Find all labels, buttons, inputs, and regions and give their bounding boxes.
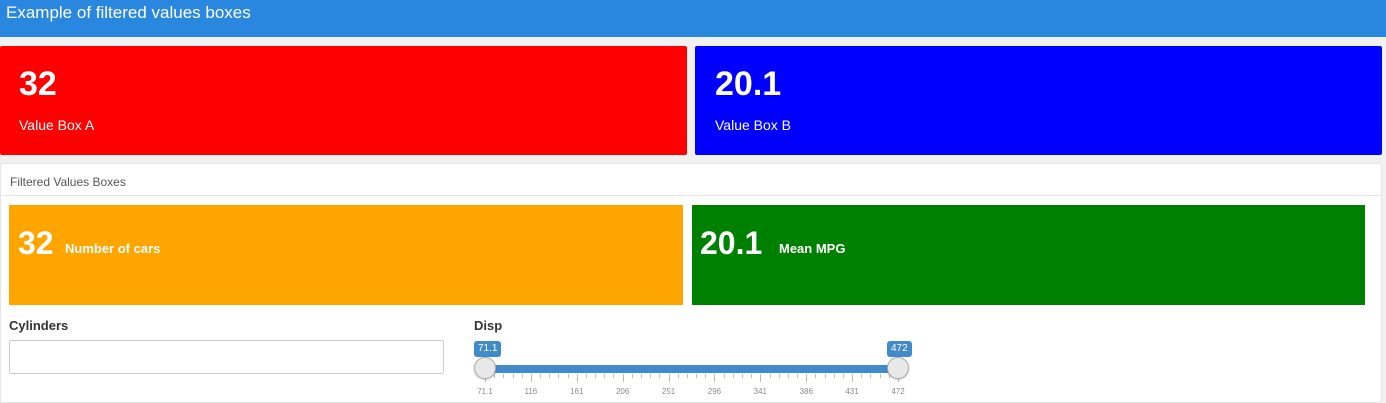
tick-label: 161 bbox=[570, 387, 584, 396]
tick-major bbox=[576, 374, 578, 382]
tick-minor bbox=[503, 374, 505, 378]
tick-minor bbox=[879, 374, 881, 378]
tick-minor bbox=[732, 374, 734, 378]
tick-minor bbox=[549, 374, 551, 378]
tick-major bbox=[760, 374, 762, 382]
tick-minor bbox=[870, 374, 872, 378]
filtered-panel: Filtered Values Boxes 32 Number of cars … bbox=[0, 163, 1382, 403]
tick-minor bbox=[705, 374, 707, 378]
tick-minor bbox=[833, 374, 835, 378]
tick-minor bbox=[558, 374, 560, 378]
tick-minor bbox=[494, 374, 496, 378]
tick-minor bbox=[650, 374, 652, 378]
tick-minor bbox=[540, 374, 542, 378]
number-of-cars-box: 32 Number of cars bbox=[9, 205, 683, 305]
tick-label: 116 bbox=[524, 387, 538, 396]
panel-divider bbox=[1, 195, 1381, 196]
tick-major bbox=[668, 374, 670, 382]
tick-minor bbox=[787, 374, 789, 378]
tick-label: 251 bbox=[661, 387, 676, 396]
tick-major bbox=[530, 374, 532, 382]
value-box-a-caption: Value Box A bbox=[19, 117, 95, 133]
tick-minor bbox=[512, 374, 514, 378]
tick-minor bbox=[824, 374, 826, 378]
tick-minor bbox=[815, 374, 817, 378]
tick-minor bbox=[797, 374, 799, 378]
tick-major bbox=[806, 374, 808, 382]
tick-minor bbox=[604, 374, 606, 378]
disp-max-badge: 472 bbox=[887, 341, 912, 357]
number-of-cars-value: 32 bbox=[18, 225, 54, 261]
tick-major bbox=[714, 374, 716, 382]
cylinders-input[interactable] bbox=[9, 340, 444, 374]
tick-minor bbox=[613, 374, 615, 378]
tick-minor bbox=[677, 374, 679, 378]
tick-minor bbox=[778, 374, 780, 378]
tick-label: 206 bbox=[615, 387, 630, 396]
value-box-b-caption: Value Box B bbox=[715, 117, 792, 133]
tick-major bbox=[852, 374, 854, 382]
tick-minor bbox=[631, 374, 633, 378]
tick-label: 386 bbox=[799, 387, 813, 396]
tick-minor bbox=[641, 374, 643, 378]
disp-min-handle[interactable] bbox=[474, 357, 496, 379]
tick-label: 71.1 bbox=[477, 387, 493, 396]
tick-minor bbox=[595, 374, 597, 378]
tick-label: 431 bbox=[845, 387, 859, 396]
tick-minor bbox=[567, 374, 569, 378]
disp-slider-track[interactable] bbox=[485, 365, 898, 373]
value-box-b-value: 20.1 bbox=[715, 65, 782, 103]
tick-major bbox=[622, 374, 624, 382]
number-of-cars-caption: Number of cars bbox=[65, 241, 161, 256]
value-box-b: 20.1 Value Box B bbox=[695, 46, 1382, 155]
tick-minor bbox=[723, 374, 725, 378]
tick-label: 472 bbox=[891, 387, 905, 396]
cylinders-label: Cylinders bbox=[9, 318, 69, 333]
mean-mpg-value: 20.1 bbox=[700, 225, 763, 261]
value-box-a: 32 Value Box A bbox=[0, 46, 687, 155]
tick-minor bbox=[585, 374, 587, 378]
disp-label: Disp bbox=[474, 318, 503, 333]
mean-mpg-caption: Mean MPG bbox=[779, 241, 846, 256]
disp-slider-ticks bbox=[485, 374, 899, 384]
panel-title: Filtered Values Boxes bbox=[10, 175, 126, 189]
tick-minor bbox=[521, 374, 523, 378]
tick-minor bbox=[686, 374, 688, 378]
tick-minor bbox=[888, 374, 890, 378]
disp-max-handle[interactable] bbox=[887, 357, 909, 379]
tick-minor bbox=[751, 374, 753, 378]
tick-minor bbox=[659, 374, 661, 378]
tick-minor bbox=[842, 374, 844, 378]
tick-minor bbox=[861, 374, 863, 378]
tick-minor bbox=[696, 374, 698, 378]
tick-label: 341 bbox=[753, 387, 768, 396]
mean-mpg-box: 20.1 Mean MPG bbox=[692, 205, 1365, 305]
tick-minor bbox=[769, 374, 771, 378]
value-box-a-value: 32 bbox=[19, 65, 57, 103]
tick-minor bbox=[741, 374, 743, 378]
tick-label: 296 bbox=[707, 387, 722, 396]
navbar-title: Example of filtered values boxes bbox=[0, 0, 1386, 37]
disp-min-badge: 71.1 bbox=[474, 341, 502, 357]
